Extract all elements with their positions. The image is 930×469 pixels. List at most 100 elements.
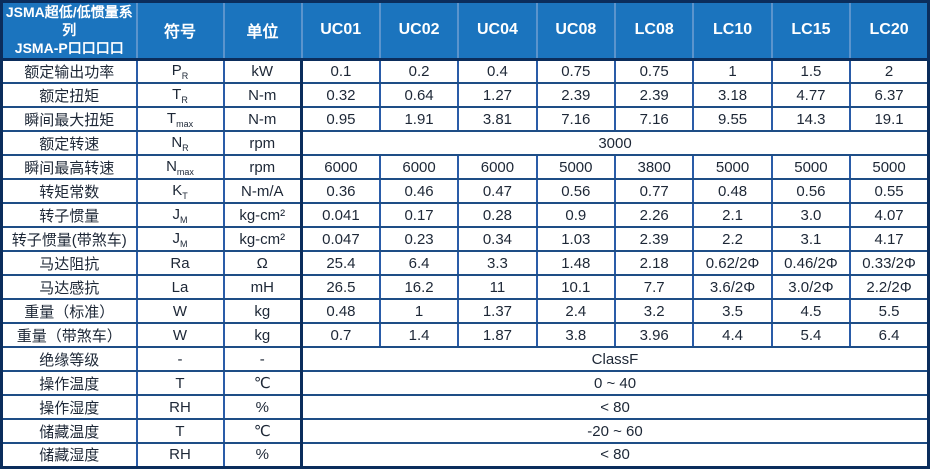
row-value: 0.32 [300, 82, 381, 109]
symbol-main: N [166, 157, 177, 175]
row-value: 1.48 [535, 250, 617, 277]
row-value: 5.4 [770, 322, 852, 349]
row-value: 6.37 [849, 82, 930, 109]
row-value: 3.5 [692, 298, 773, 325]
table-row: 额定输出功率 PR kW 0.1 0.2 0.4 0.75 0.75 1 1.5 2 [0, 58, 930, 85]
symbol-subscript: T [182, 190, 188, 201]
row-value: 2.39 [613, 226, 695, 253]
row-value: 6000 [457, 154, 538, 181]
row-merged-value: ClassF [300, 346, 930, 373]
row-unit: rpm [222, 130, 303, 157]
row-value: 5000 [770, 154, 852, 181]
col-header-unit: 单位 [222, 1, 302, 61]
row-value: 4.07 [849, 202, 930, 229]
col-header-model-lc15: LC15 [770, 1, 851, 61]
row-label: 转子惯量 [0, 202, 138, 229]
table-row: 储藏湿度 RH% < 80 [0, 442, 930, 469]
row-value: 2 [849, 58, 930, 85]
row-value: 0.7 [300, 322, 381, 349]
col-header-model-uc02: UC02 [378, 1, 459, 61]
symbol-subscript: M [180, 214, 188, 225]
row-unit: rpm [222, 154, 303, 181]
row-unit: kg [222, 298, 303, 325]
row-value: 1 [692, 58, 773, 85]
row-value: 5000 [535, 154, 617, 181]
row-symbol: KT [135, 178, 225, 205]
row-label: 额定扭矩 [0, 82, 138, 109]
row-merged-value: < 80 [300, 442, 930, 469]
row-label: 储藏温度 [0, 418, 138, 445]
row-value: 0.64 [378, 82, 460, 109]
table-row: 额定扭矩 TR N-m 0.32 0.64 1.27 2.39 2.39 3.18 4.77 6.3… [0, 82, 930, 109]
row-label: 操作湿度 [0, 394, 138, 421]
row-label: 操作温度 [0, 370, 138, 397]
row-value: 0.95 [300, 106, 381, 133]
row-value: 2.18 [613, 250, 695, 277]
row-symbol: TR [135, 82, 225, 109]
row-value: 1.27 [457, 82, 538, 109]
row-value: 7.16 [613, 106, 695, 133]
row-label: 绝缘等级 [0, 346, 138, 373]
symbol-main: W [172, 302, 188, 320]
symbol-main: RH [169, 398, 191, 416]
row-value: 0.47 [457, 178, 538, 205]
table-row: 额定转速 NR rpm 3000 [0, 130, 930, 157]
col-header-model-lc08: LC08 [613, 1, 694, 61]
spec-table-body: 额定输出功率 PR kW 0.1 0.2 0.4 0.75 0.75 1 1.5 2 额定扭矩 TR N-… [0, 58, 930, 469]
row-value: 2.2/2Φ [849, 274, 930, 301]
row-symbol: RH [135, 442, 225, 469]
table-row: 转矩常数 KT N-m/A 0.36 0.46 0.47 0.56 0.77 0.48 0.56 0… [0, 178, 930, 205]
row-value: 0.62/2Φ [692, 250, 773, 277]
row-value: 3.96 [613, 322, 695, 349]
row-symbol: Tmax [135, 106, 225, 133]
row-value: 1.91 [378, 106, 460, 133]
series-title-line1: JSMA超低/低惯量系列 [5, 4, 133, 39]
row-label: 重量（带煞车） [0, 322, 138, 349]
row-symbol: Nmax [135, 154, 225, 181]
series-title-cell: JSMA超低/低惯量系列 JSMA-P口口口口 [1, 1, 137, 61]
symbol-main: W [172, 326, 188, 344]
row-value: 6.4 [378, 250, 460, 277]
row-unit: N-m [222, 106, 303, 133]
row-value: 1.03 [535, 226, 617, 253]
row-symbol: JM [135, 202, 225, 229]
col-header-model-lc10: LC10 [692, 1, 772, 61]
row-value: 7.7 [613, 274, 695, 301]
row-value: 0.9 [535, 202, 617, 229]
row-unit: % [222, 442, 303, 469]
row-value: 4.5 [770, 298, 852, 325]
row-value: 4.4 [692, 322, 773, 349]
row-value: 2.1 [692, 202, 773, 229]
row-value: 3.0 [770, 202, 852, 229]
col-header-model-uc01: UC01 [300, 1, 380, 61]
table-row: 转子惯量(带煞车) JM kg-cm² 0.047 0.23 0.34 1.03 2.39 2.… [0, 226, 930, 253]
row-value: 0.55 [849, 178, 930, 205]
symbol-main: K [172, 181, 183, 199]
row-value: 2.26 [613, 202, 695, 229]
row-label: 储藏湿度 [0, 442, 138, 469]
row-value: 6.4 [849, 322, 930, 349]
row-merged-value: < 80 [300, 394, 930, 421]
row-value: 0.33/2Φ [849, 250, 930, 277]
row-symbol: T [135, 418, 225, 445]
symbol-main: T [166, 109, 177, 127]
row-value: 16.2 [378, 274, 460, 301]
row-value: 0.4 [457, 58, 538, 85]
row-value: 1.37 [457, 298, 538, 325]
header-row: JSMA超低/低惯量系列 JSMA-P口口口口 符号 单位 UC01 UC02 … [1, 1, 929, 61]
table-row: 瞬间最大扭矩 Tmax N-m 0.95 1.91 3.81 7.16 7.16 9.55 14.… [0, 106, 930, 133]
row-value: 0.77 [613, 178, 695, 205]
table-row: 操作温度 T ℃ 0 ~ 40 [0, 370, 930, 397]
row-value: 25.4 [300, 250, 381, 277]
row-label: 马达感抗 [0, 274, 138, 301]
row-value: 2.39 [535, 82, 617, 109]
row-value: 3.3 [457, 250, 538, 277]
col-header-symbol: 符号 [135, 1, 224, 61]
row-unit: mH [222, 274, 303, 301]
row-value: 0.48 [300, 298, 381, 325]
row-label: 转子惯量(带煞车) [0, 226, 138, 253]
row-merged-value: -20 ~ 60 [300, 418, 930, 445]
row-value: 0.047 [300, 226, 381, 253]
row-label: 额定转速 [0, 130, 138, 157]
table-row: 储藏温度 T ℃ -20 ~ 60 [0, 418, 930, 445]
